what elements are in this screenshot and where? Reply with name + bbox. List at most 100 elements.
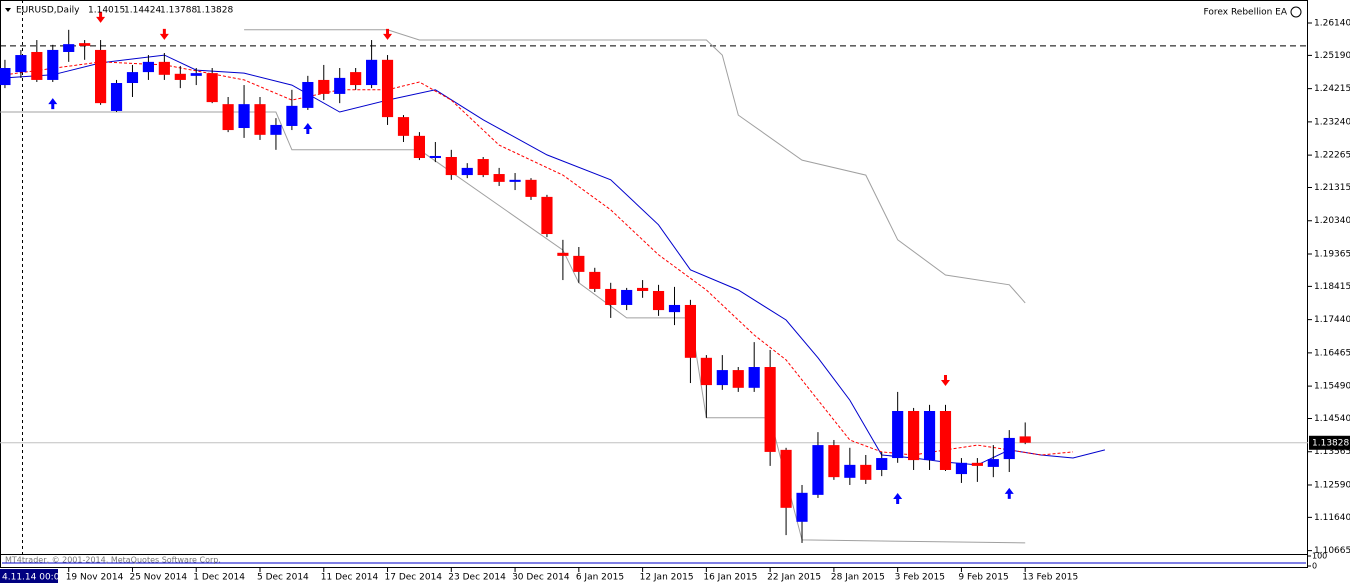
x-tick-label: 17 Dec 2014 [385,573,443,583]
y-tick-label: 1.12590 [1314,480,1350,490]
low-label: 1.13788 [160,6,197,16]
candle-body [573,255,585,272]
candle-body [605,288,617,305]
sell_signals [940,374,950,386]
candle-body [971,462,983,466]
candle-body [445,156,457,176]
candle-body [812,445,824,495]
candle-body [780,449,792,508]
y-tick-label: 1.21315 [1314,183,1350,193]
candle-body [302,81,314,108]
candle-body [732,370,744,388]
open-label: 1.14015 [88,6,125,16]
price-label: 1.13828 [1312,438,1349,448]
x-tick-label: 28 Jan 2015 [831,573,885,583]
candle-body [15,55,27,73]
candle-body [939,410,952,470]
candle-body [95,49,107,104]
buy_signals [893,492,903,504]
candle-body [828,445,840,478]
x-tick-label: 1 Dec 2014 [193,573,245,583]
candle-body [589,271,601,289]
candle-body [764,367,776,452]
candle-body [668,304,681,313]
close-label: 1.13828 [196,6,233,16]
cursor-time: 4.11.14 00:00 [2,573,65,583]
x-tick-label: 23 Dec 2014 [448,573,506,583]
candle-body [158,61,170,75]
candle-body [142,61,154,73]
y-tick-label: 1.11640 [1314,513,1350,523]
candle-body [222,104,234,131]
y-tick-label: 1.22265 [1314,151,1350,161]
candle-body [541,196,553,235]
candle-body [908,410,920,461]
x-tick-label: 22 Jan 2015 [767,573,821,583]
y-tick-label: 1.15490 [1314,382,1350,392]
plot-area [0,11,1308,544]
sub-y-tick-label: 0 [1312,562,1317,571]
y-tick-label: 1.24215 [1314,84,1350,94]
candle-body [1019,436,1031,443]
candle-body [254,104,266,135]
candle-body [318,79,330,94]
candle-body [652,290,665,311]
y-tick-label: 1.20340 [1314,216,1350,226]
candle-body [876,458,888,470]
candle-body [860,464,872,480]
candle-body [621,289,633,305]
symbol-label: EURUSD,Daily [16,6,80,16]
y-tick-label: 1.23240 [1314,117,1350,127]
y-tick-label: 1.19365 [1314,249,1350,259]
candle-body [126,72,139,84]
y-tick-label: 1.18415 [1314,282,1350,292]
candle-body [206,73,218,103]
buy_signals [1004,487,1014,499]
candle-body [461,167,473,176]
buy_signals [303,123,313,135]
indicator-line [244,29,1026,304]
x-tick-label: 11 Dec 2014 [321,573,379,583]
y-tick-label: 1.13565 [1314,447,1350,457]
candle-body [238,104,250,129]
candle-body [63,44,75,52]
candle-body [1003,437,1015,460]
candle-body [637,287,649,291]
candle-body [286,105,298,126]
candle-body [366,59,378,86]
ea-label: Forex Rebellion EA [1204,8,1288,18]
y-tick-label: 1.26140 [1314,19,1350,29]
sell_signals [159,28,169,40]
copyright: MT4trader, © 2001-2014, MetaQuotes Softw… [5,556,221,565]
ea-icon[interactable] [1290,6,1302,18]
high-label: 1.14424 [124,6,161,16]
x-tick-label: 5 Dec 2014 [257,573,309,583]
candle-body [110,83,123,111]
y-tick-label: 1.25190 [1314,51,1350,61]
candle-body [987,459,999,467]
candle-body [923,410,936,461]
candle-body [413,135,426,159]
y-tick-label: 1.17440 [1314,315,1350,325]
candle-body [493,174,505,182]
x-tick-label: 19 Nov 2014 [66,573,124,583]
candle-body [47,49,59,80]
candle-body [796,492,808,522]
candle-body [700,357,712,386]
candle-body [477,159,489,176]
x-tick-label: 3 Feb 2015 [895,573,945,583]
y-tick-label: 1.16465 [1314,348,1350,358]
price-label-box [1309,435,1350,450]
candle-body [350,72,362,86]
candle-body [174,73,186,80]
candle-body [0,68,11,86]
y-tick-label: 1.14540 [1314,414,1350,424]
candle-body [429,155,441,159]
x-tick-label: 16 Jan 2015 [703,573,757,583]
x-tick-label: 25 Nov 2014 [129,573,187,583]
plot-frame [0,0,1308,568]
candle-body [190,73,202,76]
x-tick-label: 30 Dec 2014 [512,573,570,583]
candle-body [397,117,410,136]
